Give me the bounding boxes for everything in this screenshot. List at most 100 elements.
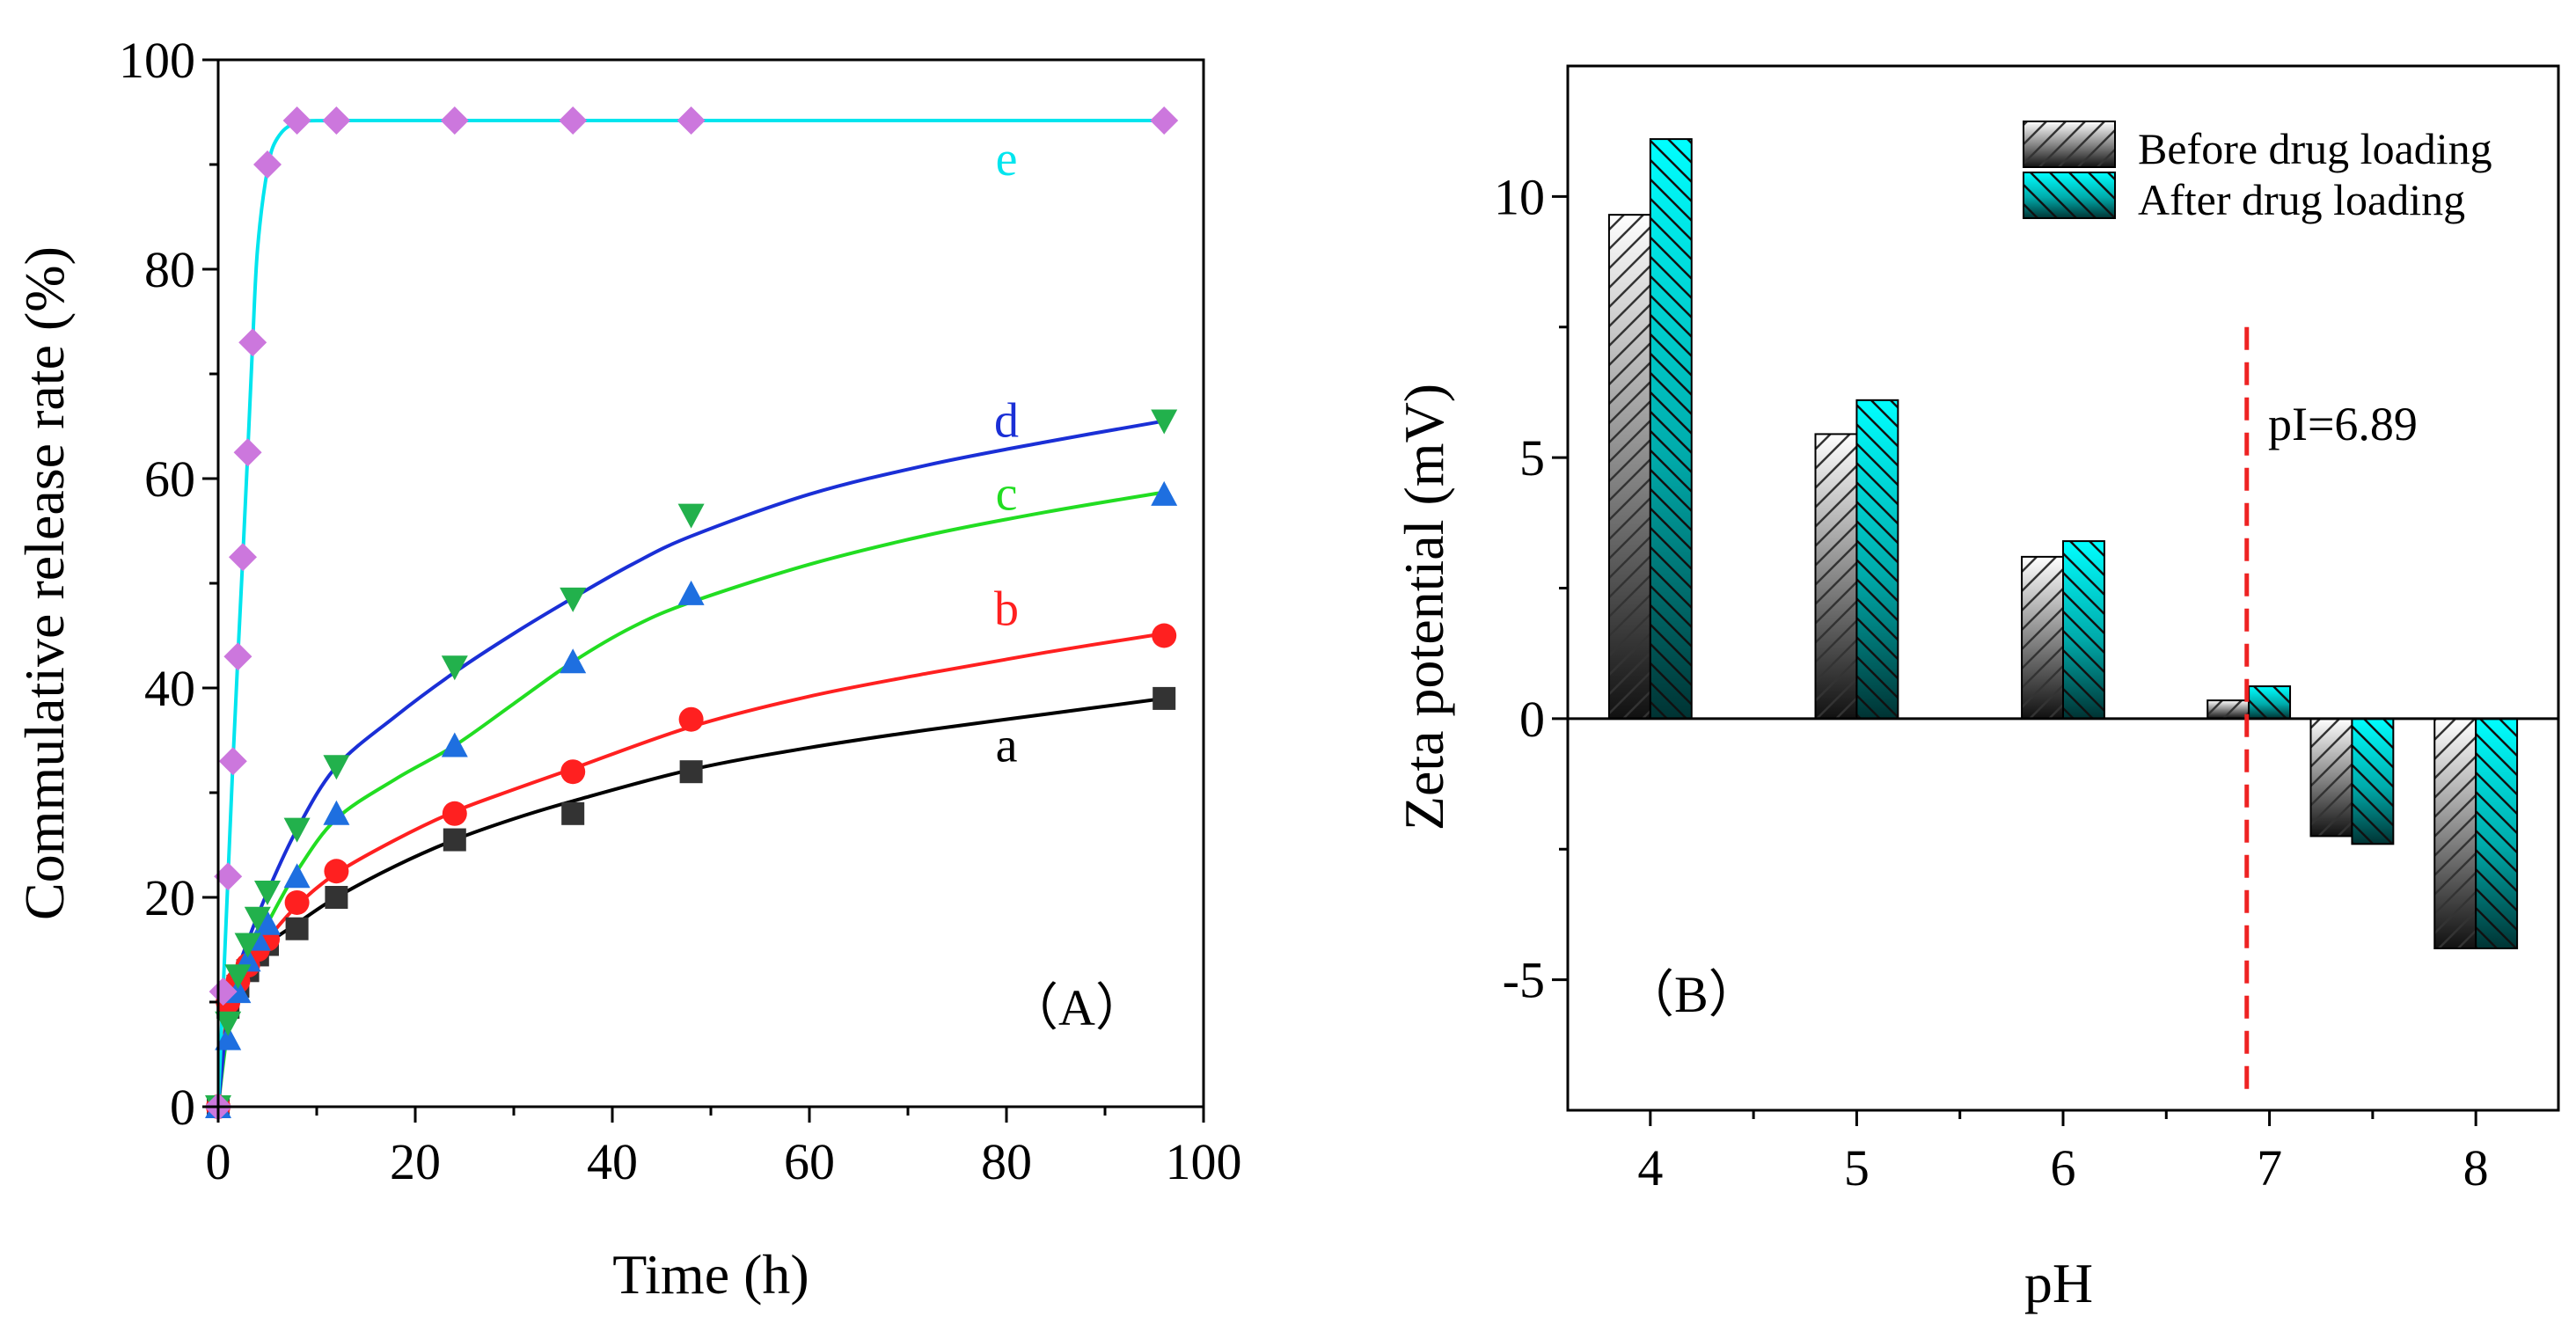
marker-e: [223, 642, 252, 671]
x-tick-label-a: 0: [206, 1133, 231, 1190]
fit-curve-a: [218, 696, 1165, 1107]
marker-d: [224, 964, 252, 990]
fit-curve-e: [218, 118, 1165, 1107]
x-axis-title-a: Time (h): [612, 1243, 809, 1306]
marker-a: [561, 801, 585, 825]
y-tick-label-b: 0: [1519, 691, 1545, 748]
marker-d: [323, 755, 350, 780]
marker-d: [215, 1011, 242, 1036]
marker-c: [560, 648, 587, 674]
series-label-a: a: [996, 718, 1018, 772]
marker-e: [440, 106, 469, 135]
legend-label-before: Before drug loading: [2138, 124, 2492, 173]
marker-c: [215, 1025, 242, 1050]
marker-b: [560, 759, 586, 785]
y-axis-title-a: Commulative release rate (%): [13, 246, 76, 920]
bar-after-hatch: [1649, 138, 1693, 720]
marker-e: [282, 106, 311, 135]
bar-before-hatch: [2021, 555, 2064, 720]
x-tick-label-a: 80: [981, 1133, 1032, 1190]
x-tick-label-a: 40: [587, 1133, 638, 1190]
panel-label-a: （A）: [1007, 979, 1146, 1036]
marker-d: [1151, 409, 1178, 435]
marker-b: [284, 889, 310, 915]
marker-d: [234, 933, 261, 958]
y-axis-title-b: Zeta potential (mV): [1393, 384, 1455, 830]
marker-d: [560, 587, 587, 612]
marker-b: [1152, 623, 1177, 648]
marker-b: [678, 706, 704, 732]
legend-swatch-after-hatch: [2023, 172, 2116, 219]
marker-d: [244, 906, 271, 932]
marker-e: [322, 106, 351, 135]
legend: Before drug loading After drug loading: [2023, 121, 2492, 224]
marker-d: [254, 881, 281, 906]
marker-d: [283, 817, 311, 843]
marker-d: [441, 655, 468, 681]
series-label-d: d: [994, 393, 1019, 448]
series-labels: a b cd e: [994, 132, 1019, 772]
panel-a-release-curves: 0 20 40 60 80 100 0 20 40 60 80 100 a b cd e （A） Time …: [13, 32, 1242, 1306]
x-tick-label-a: 100: [1166, 1133, 1242, 1190]
y-tick-label-b: 5: [1519, 429, 1545, 487]
marker-d: [677, 503, 705, 529]
marker-e: [229, 543, 257, 572]
y-tick-label-a: 0: [170, 1079, 195, 1136]
bar-after-hatch: [1855, 399, 1899, 720]
bar-after-hatch: [2475, 717, 2519, 950]
axes: 4 5 6 7 8 -5 0 5 10: [1494, 64, 2560, 1196]
marker-c: [254, 910, 281, 935]
marker-e: [677, 106, 706, 135]
series-label-c: c: [996, 467, 1018, 522]
data-markers: [204, 106, 1179, 1121]
x-tick-label-b: 8: [2463, 1139, 2489, 1196]
marker-e: [209, 977, 238, 1006]
marker-a: [1153, 686, 1176, 710]
x-tick-label-b: 6: [2051, 1139, 2076, 1196]
marker-b: [442, 801, 467, 826]
marker-c: [677, 580, 705, 605]
plot-frame-a: [216, 58, 1205, 1108]
marker-a: [443, 828, 466, 852]
y-tick-label-a: 40: [144, 660, 195, 717]
bar-before-hatch: [2309, 717, 2353, 838]
marker-e: [1150, 106, 1179, 135]
marker-c: [441, 732, 468, 757]
series-label-e: e: [996, 132, 1018, 187]
x-tick-label-a: 20: [390, 1133, 441, 1190]
marker-e: [238, 328, 267, 357]
x-tick-label-b: 4: [1637, 1139, 1663, 1196]
panel-label-b: （B）: [1623, 966, 1760, 1023]
x-tick-label-b: 7: [2257, 1139, 2282, 1196]
y-tick-label-a: 80: [144, 241, 195, 298]
series-label-b: b: [994, 582, 1019, 637]
bar-before-hatch: [2206, 699, 2250, 720]
legend-label-after: After drug loading: [2138, 175, 2465, 224]
axes: 0 20 40 60 80 100 0 20 40 60 80 100: [119, 32, 1242, 1190]
y-tick-label-a: 60: [144, 450, 195, 508]
marker-e: [214, 862, 243, 891]
bars: [1607, 138, 2519, 950]
y-tick-label-a: 20: [144, 869, 195, 926]
bar-before-hatch: [1607, 214, 1651, 720]
bar-after-hatch: [2248, 685, 2292, 720]
marker-e: [218, 747, 247, 776]
marker-b: [324, 859, 349, 884]
bar-before-hatch: [1814, 433, 1858, 720]
marker-e: [233, 438, 262, 467]
y-tick-label-b: -5: [1503, 952, 1545, 1009]
marker-c: [323, 800, 350, 825]
bar-after-hatch: [2062, 540, 2105, 720]
x-tick-label-a: 60: [784, 1133, 835, 1190]
panel-b-zeta-bars: 4 5 6 7 8 -5 0 5 10 pI=6.89 Before drug loading …: [1393, 64, 2560, 1314]
marker-c: [283, 863, 311, 889]
bar-after-hatch: [2351, 717, 2395, 845]
marker-e: [559, 106, 588, 135]
marker-a: [325, 886, 348, 909]
marker-c: [1151, 480, 1178, 506]
marker-a: [285, 917, 309, 940]
marker-a: [679, 760, 703, 784]
bar-before-hatch: [2433, 717, 2477, 950]
pi-annotation: pI=6.89: [2268, 398, 2418, 450]
